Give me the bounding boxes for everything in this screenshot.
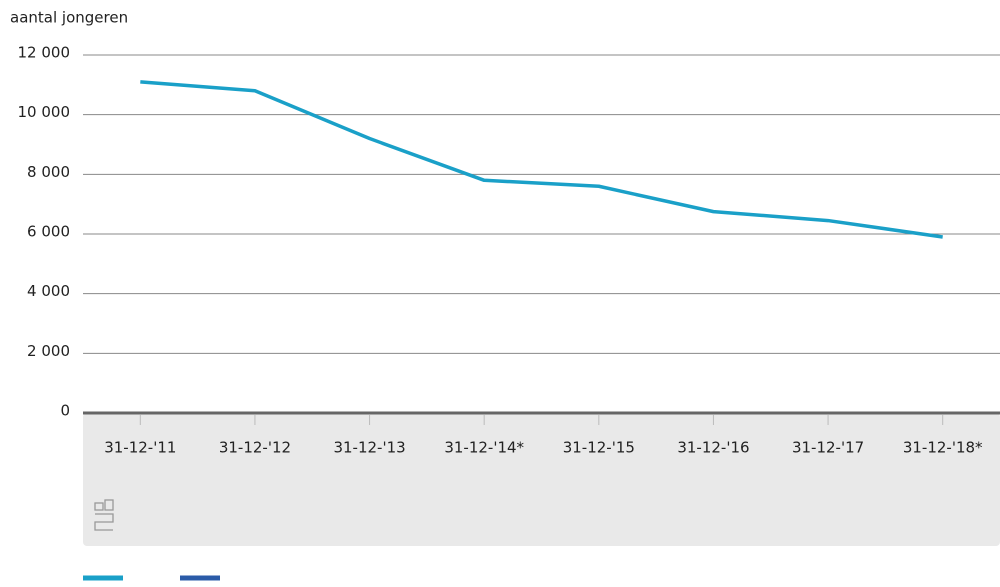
x-tick-label: 31-12-'11 xyxy=(104,439,176,457)
y-tick-label: 2 000 xyxy=(27,342,70,360)
x-tick-label: 31-12-'13 xyxy=(333,439,405,457)
y-tick-label: 6 000 xyxy=(27,223,70,241)
x-tick-label: 31-12-'12 xyxy=(219,439,291,457)
y-tick-label: 10 000 xyxy=(18,103,71,121)
y-axis-label: aantal jongeren xyxy=(10,9,128,27)
cbs-logo xyxy=(94,499,114,531)
x-tick-label: 31-12-'18* xyxy=(903,439,983,457)
y-tick-label: 12 000 xyxy=(18,44,71,62)
line xyxy=(140,80,943,239)
y-tick-label: 4 000 xyxy=(27,282,70,300)
x-tick-label: 31-12-'14* xyxy=(444,439,524,457)
y-tick-label: 8 000 xyxy=(27,163,70,181)
y-tick-label: 0 xyxy=(60,402,70,420)
x-tick-label: 31-12-'17 xyxy=(792,439,864,457)
x-tick-label: 31-12-'15 xyxy=(563,439,635,457)
x-tick-label: 31-12-'16 xyxy=(677,439,749,457)
footer-panel xyxy=(83,413,1000,546)
